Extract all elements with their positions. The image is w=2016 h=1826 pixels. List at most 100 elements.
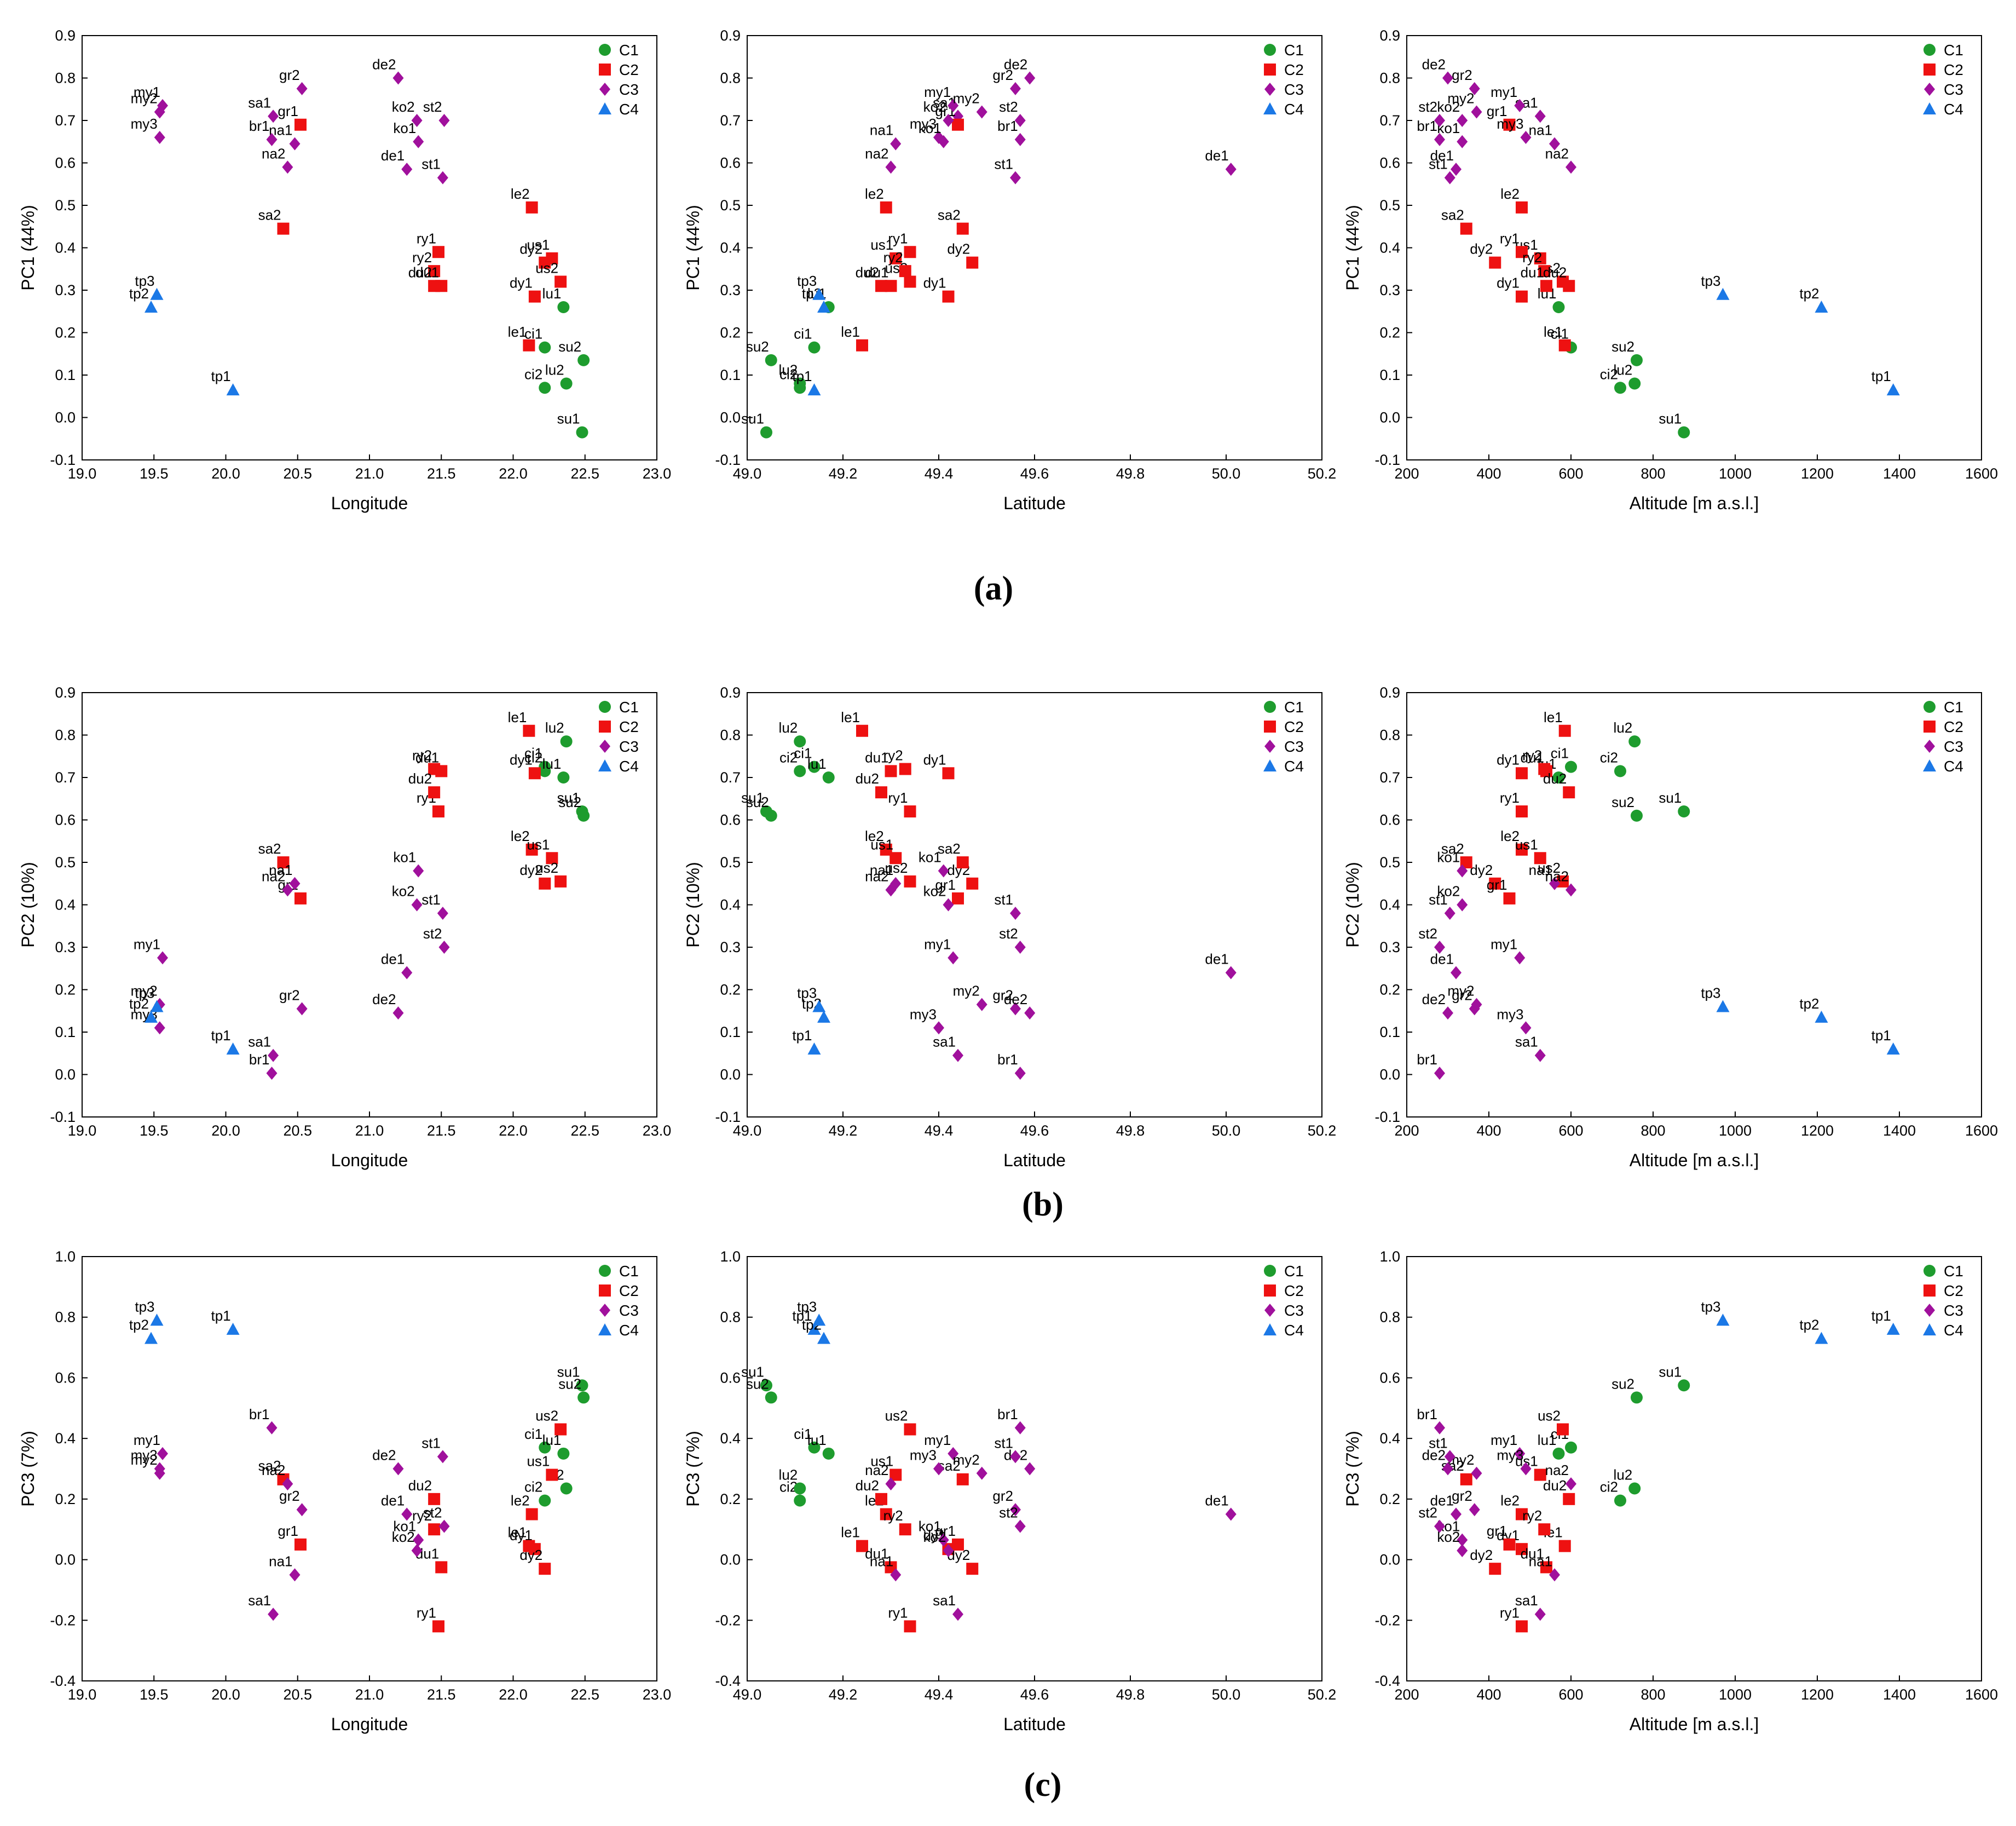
point-label-du2: du2 bbox=[408, 770, 432, 787]
legend-marker-C3 bbox=[1264, 740, 1275, 753]
point-le2 bbox=[1516, 843, 1528, 856]
y-tick-label: 0.6 bbox=[1379, 812, 1400, 828]
point-label-br1: br1 bbox=[997, 1406, 1018, 1422]
point-sa1 bbox=[268, 1608, 279, 1621]
y-tick-label: 0.9 bbox=[720, 27, 741, 44]
panel-label-a: (a) bbox=[973, 570, 1014, 607]
point-le2 bbox=[1516, 1508, 1528, 1520]
point-label-sa1: sa1 bbox=[248, 94, 271, 111]
point-du1 bbox=[435, 1561, 448, 1574]
y-tick-label: -0.1 bbox=[50, 452, 76, 468]
point-label-ry2: ry2 bbox=[412, 249, 432, 266]
point-label-de2: de2 bbox=[372, 1447, 396, 1464]
point-label-dy1: dy1 bbox=[923, 751, 946, 768]
y-tick-label: 0.6 bbox=[55, 155, 76, 171]
point-label-br1: br1 bbox=[249, 1406, 270, 1422]
point-label-ry2: ry2 bbox=[1522, 1507, 1542, 1524]
legend-marker-C4 bbox=[598, 102, 611, 114]
point-label-su2: su2 bbox=[558, 338, 581, 355]
point-ci1 bbox=[1565, 1441, 1577, 1454]
y-tick-label: 0.6 bbox=[1379, 155, 1400, 171]
point-de1 bbox=[1451, 966, 1462, 980]
point-dy2 bbox=[539, 1563, 551, 1575]
point-label-le2: le2 bbox=[511, 1493, 530, 1509]
point-label-st1: st1 bbox=[994, 1435, 1013, 1451]
legend-marker-C2 bbox=[599, 1284, 611, 1297]
point-label-su1: su1 bbox=[741, 411, 764, 427]
x-axis-label: Longitude bbox=[331, 493, 408, 513]
point-su1 bbox=[760, 426, 772, 439]
y-tick-label: 0.1 bbox=[720, 367, 741, 383]
x-tick-label: 19.0 bbox=[68, 1686, 97, 1703]
point-label-su1: su1 bbox=[741, 790, 764, 806]
point-dy2 bbox=[1489, 256, 1501, 269]
point-label-ci1: ci1 bbox=[1551, 326, 1569, 342]
x-tick-label: 1600 bbox=[1965, 1686, 1998, 1703]
x-tick-label: 20.0 bbox=[211, 465, 240, 482]
point-label-my3: my3 bbox=[131, 116, 158, 132]
point-label-dy1: dy1 bbox=[510, 751, 533, 768]
y-tick-label: 0.2 bbox=[720, 982, 741, 998]
point-us2 bbox=[904, 275, 916, 288]
point-label-ko1: ko1 bbox=[919, 849, 941, 866]
point-dy1 bbox=[1516, 767, 1528, 780]
point-label-ry2: ry2 bbox=[883, 747, 903, 764]
point-us1 bbox=[1534, 852, 1546, 865]
point-ci1 bbox=[808, 761, 821, 773]
point-label-my1: my1 bbox=[1491, 936, 1517, 952]
point-tp1 bbox=[1886, 1322, 1900, 1335]
point-de1 bbox=[1225, 1507, 1237, 1521]
point-label-na2: na2 bbox=[262, 868, 285, 884]
x-tick-label: 22.0 bbox=[499, 1122, 528, 1139]
point-label-br1: br1 bbox=[249, 118, 270, 134]
legend-label-C4: C4 bbox=[619, 1322, 639, 1339]
y-tick-label: -0.2 bbox=[50, 1612, 76, 1628]
point-st1 bbox=[1444, 171, 1455, 185]
point-label-my3: my3 bbox=[1497, 1447, 1523, 1464]
point-label-de1: de1 bbox=[1430, 951, 1454, 967]
point-label-le1: le1 bbox=[841, 709, 860, 725]
point-label-us2: us2 bbox=[535, 1408, 558, 1424]
point-label-dy1: dy1 bbox=[1497, 751, 1520, 768]
point-label-tp1: tp1 bbox=[1871, 1307, 1891, 1324]
point-de2 bbox=[392, 1006, 404, 1020]
legend-label-C4: C4 bbox=[1944, 101, 1963, 118]
point-label-tp1: tp1 bbox=[792, 368, 812, 384]
point-ci1 bbox=[808, 341, 821, 354]
point-label-sa2: sa2 bbox=[258, 1458, 281, 1474]
point-label-lu1: lu1 bbox=[807, 756, 827, 772]
point-le1 bbox=[856, 724, 868, 737]
point-label-my1: my1 bbox=[924, 1432, 951, 1448]
point-label-st1: st1 bbox=[421, 156, 441, 172]
point-label-du2: du2 bbox=[408, 264, 432, 280]
point-le2 bbox=[880, 201, 892, 214]
point-su1 bbox=[760, 1379, 772, 1392]
legend-label-C1: C1 bbox=[1284, 699, 1304, 716]
legend-marker-C1 bbox=[599, 1265, 611, 1277]
point-tp2 bbox=[145, 301, 158, 313]
point-label-tp2: tp2 bbox=[1799, 995, 1819, 1012]
point-label-my3: my3 bbox=[1497, 116, 1523, 132]
point-ko1 bbox=[1457, 1533, 1468, 1547]
point-label-tp3: tp3 bbox=[1701, 273, 1720, 289]
point-label-du1: du1 bbox=[865, 1545, 888, 1562]
point-gr1 bbox=[1503, 1538, 1516, 1551]
point-label-su1: su1 bbox=[557, 1363, 580, 1380]
point-label-st1: st1 bbox=[421, 1435, 441, 1451]
point-ko1 bbox=[413, 864, 424, 878]
y-tick-label: -0.2 bbox=[1374, 1612, 1400, 1628]
y-tick-label: 0.5 bbox=[55, 197, 76, 214]
point-tp1 bbox=[1886, 383, 1900, 396]
point-my1 bbox=[157, 951, 168, 965]
point-label-su2: su2 bbox=[746, 794, 769, 810]
point-label-du2: du2 bbox=[408, 1477, 432, 1494]
point-ko1 bbox=[938, 135, 949, 148]
point-sa1 bbox=[1534, 110, 1546, 123]
legend-marker-C3 bbox=[1924, 83, 1935, 96]
point-label-tp2: tp2 bbox=[129, 1316, 149, 1333]
y-tick-label: 0.4 bbox=[1379, 240, 1400, 256]
point-sa1 bbox=[952, 1608, 963, 1621]
point-label-tp3: tp3 bbox=[797, 985, 817, 1001]
x-tick-label: 50.2 bbox=[1308, 1686, 1337, 1703]
point-label-du2: du2 bbox=[1543, 264, 1567, 280]
